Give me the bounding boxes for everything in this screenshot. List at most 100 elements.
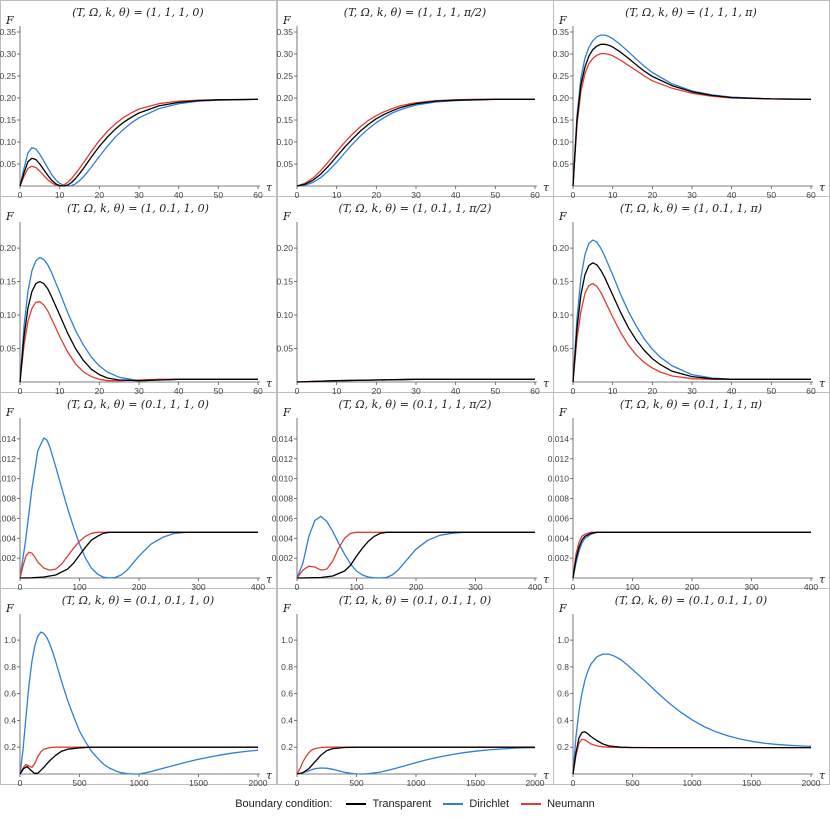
legend: Boundary condition: Transparent Dirichle… [0, 793, 830, 815]
y-tick-label: 0.008 [548, 494, 570, 504]
series-line-dirichlet [19, 631, 259, 775]
y-tick-label: 0.10 [552, 137, 569, 147]
y-axis-label: F [282, 14, 291, 27]
y-tick-label: 0.012 [548, 454, 570, 464]
chart-panel-6: (T, Ω, k, θ) = (1, 0.1, 1, π) Fτ 0 10 20 30 40… [552, 202, 826, 396]
y-tick-label: 0.008 [272, 494, 294, 504]
y-tick-label: 0.30 [0, 49, 16, 59]
y-tick-label: 0.30 [276, 49, 293, 59]
series-line-dirichlet [19, 98, 259, 187]
legend-label-transparent: Transparent [372, 798, 432, 810]
x-tick-label: 200 [685, 582, 699, 592]
x-tick-label: 40 [451, 190, 461, 200]
y-tick-label: 0.15 [0, 277, 16, 287]
y-tick-label: 0.004 [0, 533, 16, 543]
y-tick-label: 0.006 [272, 513, 294, 523]
x-axis-label: τ [819, 769, 826, 782]
y-tick-label: 0.6 [281, 689, 293, 699]
chart-panel-3: (T, Ω, k, θ) = (1, 1, 1, π) Fτ 0 10 20 30 40 50… [552, 6, 826, 200]
legend-swatch-neumann [521, 803, 542, 805]
series-line-transparent [19, 98, 259, 187]
y-tick-label: 0.35 [552, 27, 569, 37]
y-tick-label: 0.002 [0, 553, 16, 563]
panel-border [277, 0, 554, 197]
x-tick-label: 0 [571, 190, 576, 200]
y-tick-label: 0.05 [552, 344, 569, 354]
x-tick-label: 10 [608, 386, 618, 396]
chart-title: (T, Ω, k, θ) = (1, 0.1, 1, π/2) [339, 202, 492, 215]
chart-panel-1: (T, Ω, k, θ) = (1, 1, 1, 0) Fτ 0 10 20 30 40 50… [0, 6, 273, 200]
chart-grid: (T, Ω, k, θ) = (1, 1, 1, 0) Fτ 0 10 20 30 40 50… [0, 0, 830, 788]
y-tick-label: 0.004 [548, 533, 570, 543]
panel-border [0, 392, 277, 589]
legend-label-neumann: Neumann [547, 798, 595, 810]
x-tick-label: 60 [530, 386, 540, 396]
y-tick-label: 0.10 [276, 137, 293, 147]
y-tick-label: 0.20 [552, 243, 569, 253]
x-axis-label: τ [266, 377, 273, 390]
series-line-dirichlet [296, 98, 535, 187]
y-tick-label: 0.4 [281, 715, 293, 725]
chart-title: (T, Ω, k, θ) = (1, 1, 1, 0) [72, 6, 203, 19]
y-axis-label: F [558, 14, 567, 27]
x-tick-label: 30 [687, 386, 697, 396]
y-tick-label: 0.8 [4, 662, 16, 672]
panel-border [0, 588, 277, 785]
x-tick-label: 40 [727, 190, 737, 200]
y-axis-label: F [558, 602, 567, 615]
chart-title: (T, Ω, k, θ) = (1, 1, 1, π) [625, 6, 757, 19]
series-line-neumann [296, 531, 535, 579]
chart-title: (T, Ω, k, θ) = (1, 1, 1, π/2) [344, 6, 486, 19]
x-tick-label: 0 [18, 582, 23, 592]
y-axis-label: F [5, 602, 14, 615]
x-tick-label: 10 [332, 386, 342, 396]
series-line-dirichlet [572, 531, 811, 579]
x-tick-label: 500 [349, 778, 363, 788]
y-tick-label: 0.10 [552, 310, 569, 320]
chart-panel-10: (T, Ω, k, θ) = (0.1, 0.1, 1, 0) Fτ 0 500 100… [4, 594, 273, 788]
x-tick-label: 30 [411, 386, 421, 396]
y-tick-label: 0.010 [548, 474, 570, 484]
y-axis-label: F [282, 602, 291, 615]
series-line-neumann [572, 282, 811, 383]
y-tick-label: 0.10 [0, 310, 16, 320]
y-tick-label: 0.10 [276, 310, 293, 320]
x-tick-label: 50 [491, 190, 501, 200]
panel-border [277, 392, 554, 589]
y-tick-label: 0.05 [276, 344, 293, 354]
x-axis-label: τ [819, 181, 826, 194]
x-tick-label: 30 [134, 386, 144, 396]
panel-border [0, 196, 277, 393]
y-tick-label: 0.012 [0, 454, 16, 464]
y-tick-label: 0.2 [4, 742, 16, 752]
series-line-transparent [19, 280, 258, 383]
chart-panel-2: (T, Ω, k, θ) = (1, 1, 1, π/2) Fτ 0 10 20 30 40… [276, 6, 550, 200]
x-tick-label: 30 [411, 190, 421, 200]
y-tick-label: 0.35 [0, 27, 16, 37]
series-line-dirichlet [572, 34, 812, 187]
chart-panel-11: (T, Ω, k, θ) = (0.1, 0.1, 1, 0) Fτ 0 500 100… [281, 594, 550, 788]
x-axis-label: τ [543, 377, 550, 390]
y-tick-label: 0.15 [0, 115, 16, 125]
x-tick-label: 10 [332, 190, 342, 200]
series-line-neumann [296, 98, 535, 187]
y-tick-label: 0.002 [272, 553, 294, 563]
y-tick-label: 0.15 [276, 115, 293, 125]
y-tick-label: 0.6 [557, 689, 569, 699]
panel-border [553, 392, 830, 589]
x-axis-label: τ [543, 769, 550, 782]
y-tick-label: 0.8 [281, 662, 293, 672]
x-tick-label: 2000 [802, 778, 821, 788]
x-tick-label: 100 [72, 582, 86, 592]
panel-border [553, 588, 830, 785]
x-tick-label: 0 [18, 190, 23, 200]
y-axis-label: F [5, 14, 14, 27]
x-tick-label: 0 [571, 778, 576, 788]
x-tick-label: 300 [744, 582, 758, 592]
y-tick-label: 0.05 [0, 159, 16, 169]
x-tick-label: 2000 [249, 778, 268, 788]
y-tick-label: 0.20 [0, 93, 16, 103]
chart-panel-8: (T, Ω, k, θ) = (0.1, 1, 1, π/2) Fτ 0 100 200… [272, 398, 550, 592]
x-tick-label: 50 [214, 386, 224, 396]
x-tick-label: 20 [95, 386, 105, 396]
